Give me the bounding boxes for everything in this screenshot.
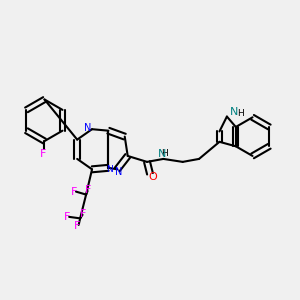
Text: F: F	[84, 185, 91, 195]
Text: N: N	[158, 148, 166, 159]
Text: N: N	[84, 123, 91, 133]
Text: N: N	[230, 107, 238, 117]
Text: F: F	[70, 187, 77, 196]
Text: H: H	[237, 109, 244, 118]
Text: O: O	[148, 172, 157, 182]
Text: N: N	[106, 165, 113, 174]
Text: F: F	[40, 149, 46, 159]
Text: F: F	[74, 221, 80, 231]
Text: F: F	[64, 212, 70, 222]
Text: H: H	[161, 149, 168, 158]
Text: F: F	[80, 209, 86, 219]
Text: N: N	[115, 167, 122, 177]
